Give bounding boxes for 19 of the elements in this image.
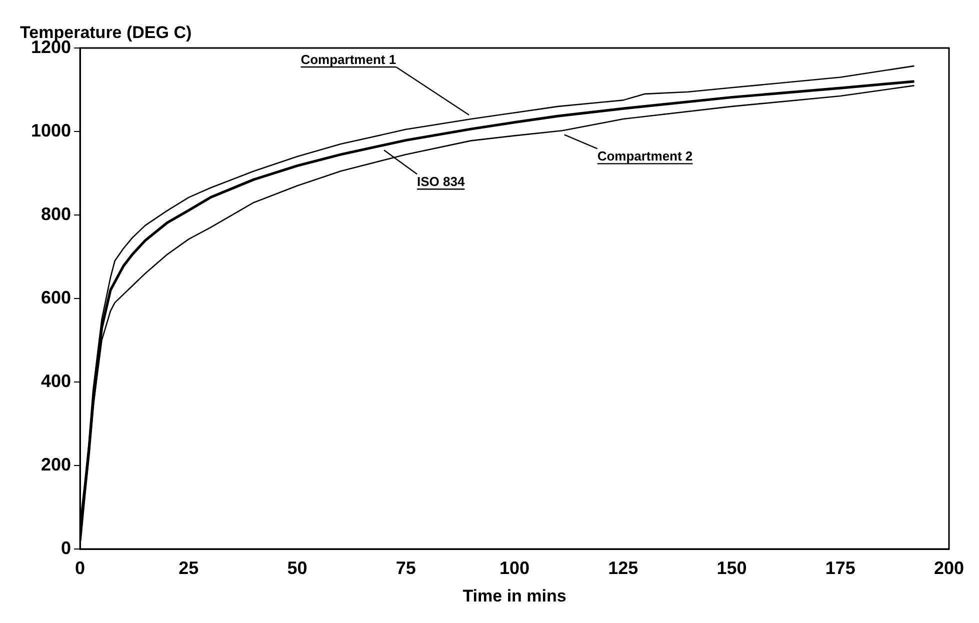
y-tick-label: 200 <box>40 454 72 474</box>
y-tick-label: 800 <box>40 204 72 224</box>
x-tick-label: 150 <box>716 558 747 578</box>
x-tick-label: 50 <box>287 558 308 578</box>
y-tick-label: 600 <box>40 287 72 308</box>
y-tick-label: 0 <box>61 538 72 558</box>
x-tick-label: 100 <box>500 558 530 578</box>
x-tick-label: 125 <box>608 558 638 578</box>
annotation: Compartment 2 <box>597 148 693 164</box>
y-tick-label: 1000 <box>30 120 72 140</box>
x-tick-label: 175 <box>825 558 856 578</box>
annotation: Compartment 1 <box>300 52 396 67</box>
annotation: ISO 834 <box>417 174 466 190</box>
x-tick-label: 25 <box>178 558 199 578</box>
x-tick-label: 75 <box>396 558 416 578</box>
x-tick-label: 0 <box>75 558 86 578</box>
y-tick-label: 400 <box>40 370 72 391</box>
x-tick-label: 200 <box>934 558 964 578</box>
x-axis-title: Time in mins <box>462 586 566 606</box>
